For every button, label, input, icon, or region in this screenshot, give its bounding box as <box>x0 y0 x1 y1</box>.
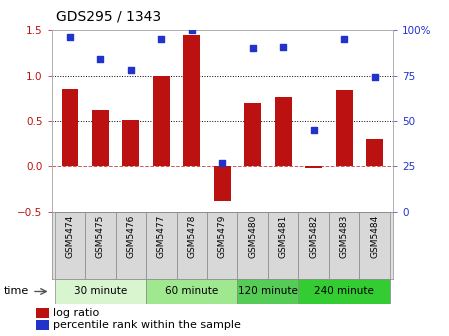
Bar <box>153 76 170 166</box>
Bar <box>92 110 109 166</box>
Bar <box>214 166 231 201</box>
Text: percentile rank within the sample: percentile rank within the sample <box>53 321 241 331</box>
Bar <box>85 212 116 279</box>
Bar <box>268 212 299 279</box>
Bar <box>55 212 85 279</box>
Bar <box>36 320 49 330</box>
Bar <box>116 212 146 279</box>
Text: GSM5484: GSM5484 <box>370 215 379 258</box>
Text: 60 minute: 60 minute <box>165 287 218 296</box>
Point <box>280 44 287 49</box>
Point <box>66 35 74 40</box>
Bar <box>146 212 176 279</box>
Bar <box>238 279 299 304</box>
Bar <box>329 212 359 279</box>
Text: 30 minute: 30 minute <box>74 287 127 296</box>
Bar <box>62 89 78 166</box>
Text: log ratio: log ratio <box>53 308 99 318</box>
Bar <box>336 90 352 166</box>
Text: GSM5482: GSM5482 <box>309 215 318 258</box>
Point <box>310 127 317 133</box>
Bar <box>55 279 146 304</box>
Text: GSM5481: GSM5481 <box>279 215 288 258</box>
Text: 240 minute: 240 minute <box>314 287 374 296</box>
Bar <box>366 139 383 166</box>
Bar <box>123 120 139 166</box>
Text: GSM5475: GSM5475 <box>96 215 105 258</box>
Text: GDS295 / 1343: GDS295 / 1343 <box>56 9 161 24</box>
Bar <box>305 166 322 168</box>
Bar <box>275 97 291 166</box>
Text: time: time <box>4 286 29 296</box>
Bar <box>36 308 49 318</box>
Bar <box>244 103 261 166</box>
Bar <box>299 212 329 279</box>
Point <box>97 56 104 62</box>
Point <box>219 160 226 165</box>
Point <box>158 37 165 42</box>
Text: GSM5474: GSM5474 <box>66 215 75 258</box>
Point <box>371 75 378 80</box>
Bar <box>176 212 207 279</box>
Text: 120 minute: 120 minute <box>238 287 298 296</box>
Text: GSM5483: GSM5483 <box>339 215 348 258</box>
Bar <box>183 35 200 166</box>
Bar <box>359 212 390 279</box>
Point <box>340 37 348 42</box>
Bar <box>207 212 238 279</box>
Text: GSM5480: GSM5480 <box>248 215 257 258</box>
Point <box>249 46 256 51</box>
Bar <box>238 212 268 279</box>
Text: GSM5477: GSM5477 <box>157 215 166 258</box>
Point <box>127 68 134 73</box>
Text: GSM5479: GSM5479 <box>218 215 227 258</box>
Point <box>188 28 195 33</box>
Bar <box>146 279 238 304</box>
Text: GSM5478: GSM5478 <box>187 215 196 258</box>
Bar <box>299 279 390 304</box>
Text: GSM5476: GSM5476 <box>126 215 135 258</box>
